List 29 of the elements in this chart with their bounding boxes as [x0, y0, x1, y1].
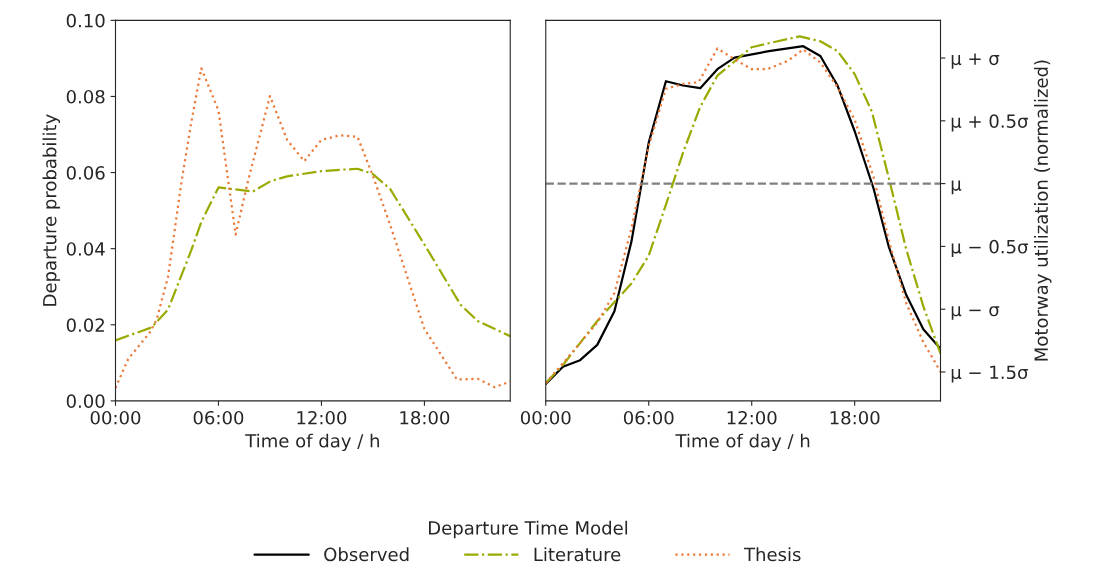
x-tick-label: 18:00 [830, 410, 880, 425]
legend-label: Thesis [743, 547, 801, 562]
x-tick-label: 12:00 [297, 410, 347, 425]
y-tick-label: 0.00 [66, 394, 105, 409]
y-tick-label: 0.04 [66, 242, 105, 256]
line-series [115, 167, 511, 342]
y-tick-label: 0.02 [66, 318, 104, 332]
y-tick-label: μ − 1.5σ [951, 365, 1028, 383]
y-tick-label: μ [951, 180, 962, 195]
x-tick-label: 00:00 [90, 410, 141, 425]
y-tick-label: μ − 0.5σ [951, 239, 1028, 258]
x-axis-title: Time of day / h [675, 433, 810, 452]
y-tick-label: 0.08 [66, 89, 105, 104]
y-axis-title: Departure probability [42, 114, 61, 306]
legend-title: Departure Time Model [429, 520, 628, 539]
legend-label: Observed [324, 547, 409, 562]
legend-label: Literature [534, 547, 621, 562]
y-tick-label: μ − σ [951, 306, 1000, 320]
y-tick-label: 0.10 [66, 13, 105, 28]
x-axis-title: Time of day / h [245, 433, 379, 452]
x-tick-label: 06:00 [193, 410, 244, 425]
x-tick-label: 12:00 [727, 410, 777, 425]
x-tick-label: 06:00 [623, 410, 674, 425]
x-tick-label: 00:00 [520, 410, 571, 425]
y-axis-title: Motorway utilization (normalized) [1034, 60, 1052, 361]
y-tick-label: μ + 0.5σ [951, 114, 1028, 132]
y-tick-label: 0.06 [66, 166, 105, 180]
y-tick-label: μ + σ [951, 53, 1000, 69]
x-tick-label: 18:00 [400, 410, 450, 425]
